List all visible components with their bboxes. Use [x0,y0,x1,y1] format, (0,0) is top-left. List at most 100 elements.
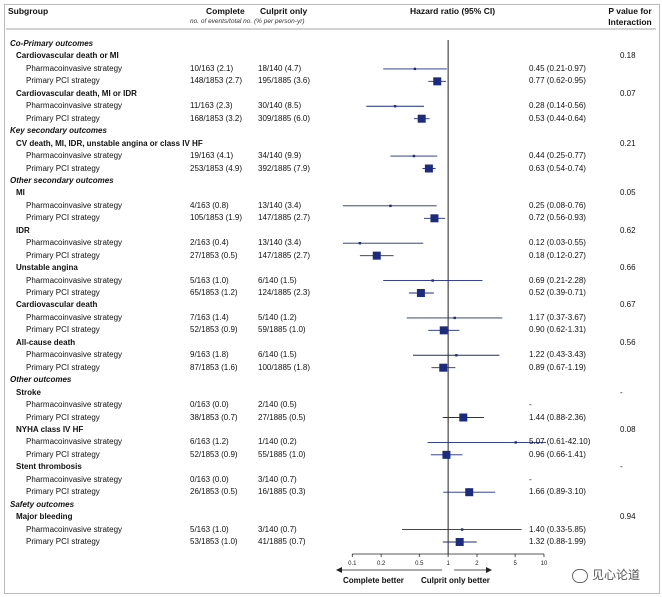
group-label: All-cause death [16,337,76,347]
complete-events: 38/1853 (0.7) [190,412,238,422]
complete-events: 11/163 (2.3) [190,101,233,111]
culprit-events: 3/140 (0.7) [258,474,297,484]
header-complete: Complete [206,6,245,16]
group-label: Unstable angina [16,263,78,273]
hr-text: 1.22 (0.43-3.43) [529,350,586,360]
section-label: Other secondary outcomes [10,175,114,185]
section-label: Other outcomes [10,375,72,385]
hr-text: 0.53 (0.44-0.64) [529,113,586,123]
header-subgroup: Subgroup [8,6,49,16]
hr-text: 0.44 (0.25-0.77) [529,151,586,161]
hr-point [358,242,362,245]
culprit-events: 55/1885 (1.0) [258,449,306,459]
hr-point [455,538,464,546]
hr-text: 1.44 (0.88-2.36) [529,412,586,422]
hr-point [439,363,448,372]
hr-point [433,77,442,86]
chat-icon [571,568,588,583]
culprit-events: 147/1885 (2.7) [258,250,311,260]
row-label: Pharmacoinvasive strategy [26,437,123,447]
hr-text: 0.52 (0.39-0.71) [529,288,586,297]
culprit-events: 27/1885 (0.5) [258,412,306,422]
culprit-events: 392/1885 (7.9) [258,163,311,173]
x-tick-label: 10 [541,561,548,567]
culprit-events: 6/140 (1.5) [258,350,297,360]
x-tick-label: 2 [475,561,479,567]
hr-text: 0.89 (0.67-1.19) [529,362,586,372]
row-label: Primary PCI strategy [26,76,100,86]
group-label: Stroke [16,387,41,397]
row-label: Primary PCI strategy [26,487,100,497]
hr-point [514,441,517,444]
complete-events: 5/163 (1.0) [190,524,229,534]
hr-text: 1.66 (0.89-3.10) [529,487,586,497]
complete-events: 26/1853 (0.5) [190,487,238,497]
x-tick-label: 0.5 [415,561,424,567]
x-tick-label: 0.1 [348,561,357,567]
row-label: Pharmacoinvasive strategy [26,101,123,111]
p-value: 0.56 [620,337,636,347]
axis-label-culprit-better: Culprit only better [421,576,490,585]
complete-events: 2/163 (0.4) [190,238,229,248]
section-label: Key secondary outcomes [10,126,107,136]
row-label: Primary PCI strategy [26,537,100,546]
x-tick-label: 5 [513,561,517,567]
hr-text: 0.25 (0.08-0.76) [529,200,586,210]
complete-events: 27/1853 (0.5) [190,250,238,260]
hr-text: 0.28 (0.14-0.56) [529,101,586,111]
complete-events: 0/163 (0.0) [190,400,229,410]
culprit-events: 30/140 (8.5) [258,101,302,111]
hr-point [465,488,474,497]
row-label: Pharmacoinvasive strategy [26,400,123,410]
group-label: IDR [16,225,30,235]
hr-point [417,114,426,123]
hr-text: 0.77 (0.62-0.95) [529,76,586,86]
complete-events: 148/1853 (2.7) [190,76,243,86]
p-value: 0.94 [620,512,636,522]
row-label: Pharmacoinvasive strategy [26,312,123,322]
hr-text: 0.69 (0.21-2.28) [529,275,586,285]
group-label: Cardiovascular death or MI [16,51,119,61]
complete-events: 53/1853 (1.0) [190,537,238,546]
culprit-events: 2/140 (0.5) [258,400,297,410]
culprit-events: 309/1885 (6.0) [258,113,311,123]
group-label: Cardiovascular death [16,300,98,310]
p-value: 0.66 [620,263,636,273]
row-label: Pharmacoinvasive strategy [26,275,123,285]
culprit-events: 16/1885 (0.3) [258,487,306,497]
section-label: Safety outcomes [10,499,75,509]
arrow-left-head [336,567,342,573]
complete-events: 0/163 (0.0) [190,474,229,484]
hr-point [372,251,381,260]
hr-text: 0.12 (0.03-0.55) [529,238,586,248]
group-label: Major bleeding [16,512,73,522]
hr-text: 0.90 (0.62-1.31) [529,325,586,335]
hr-point [430,214,439,223]
p-value: 0.08 [620,424,636,434]
culprit-events: 124/1885 (2.3) [258,288,311,297]
complete-events: 253/1853 (4.9) [190,163,243,173]
culprit-events: 1/140 (0.2) [258,437,297,447]
culprit-events: 13/140 (3.4) [258,238,302,248]
group-label: Stent thrombosis [16,462,82,472]
row-label: Primary PCI strategy [26,288,100,297]
group-label: Cardiovascular death, MI or IDR [16,88,137,98]
axis-label-complete-better: Complete better [343,576,404,585]
complete-events: 105/1853 (1.9) [190,213,243,223]
hr-text: - [529,474,532,484]
hr-point [460,528,464,531]
complete-events: 5/163 (1.0) [190,275,229,285]
row-label: Pharmacoinvasive strategy [26,524,123,534]
hr-point [455,354,458,357]
complete-events: 87/1853 (1.6) [190,362,238,372]
p-value: - [620,462,623,472]
p-value: 0.67 [620,300,636,310]
hr-point [439,326,448,335]
figure-frame [4,4,660,594]
hr-point [431,279,434,282]
row-label: Pharmacoinvasive strategy [26,200,123,210]
hr-text: 1.40 (0.33-5.85) [529,524,586,534]
p-value: 0.18 [620,51,636,61]
p-value: - [620,387,623,397]
